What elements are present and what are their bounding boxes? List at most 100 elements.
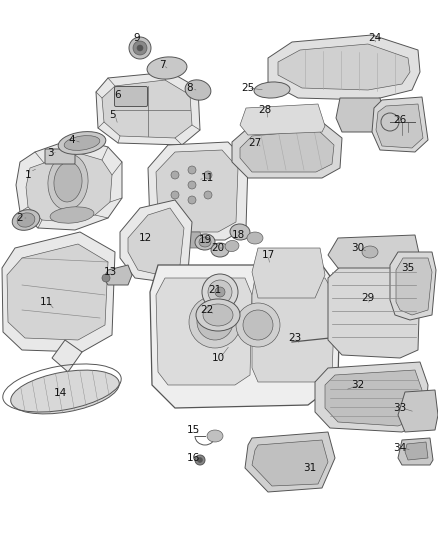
Circle shape (171, 191, 179, 199)
Text: 19: 19 (198, 235, 212, 245)
Circle shape (188, 166, 196, 174)
Text: 20: 20 (212, 243, 225, 253)
Text: 11: 11 (39, 297, 53, 307)
Text: 25: 25 (241, 83, 254, 93)
Ellipse shape (199, 237, 211, 247)
Circle shape (243, 310, 273, 340)
Circle shape (171, 171, 179, 179)
Polygon shape (336, 98, 385, 132)
Text: 7: 7 (159, 60, 165, 70)
Polygon shape (16, 138, 122, 230)
Polygon shape (328, 235, 420, 268)
Polygon shape (398, 438, 433, 465)
Text: 21: 21 (208, 285, 222, 295)
Text: 26: 26 (393, 115, 406, 125)
Polygon shape (7, 244, 108, 340)
Polygon shape (315, 362, 428, 432)
Circle shape (197, 304, 233, 340)
Ellipse shape (225, 240, 239, 252)
Circle shape (236, 303, 280, 347)
Polygon shape (390, 252, 436, 320)
Ellipse shape (58, 132, 106, 155)
Polygon shape (252, 278, 335, 382)
Text: 10: 10 (212, 353, 225, 363)
Ellipse shape (48, 154, 88, 210)
Polygon shape (405, 442, 428, 460)
Text: 23: 23 (288, 333, 302, 343)
Ellipse shape (207, 430, 223, 442)
Text: 13: 13 (103, 267, 117, 277)
Ellipse shape (195, 234, 215, 250)
Polygon shape (104, 265, 132, 285)
Circle shape (204, 171, 212, 179)
Text: 27: 27 (248, 138, 261, 148)
Text: 18: 18 (231, 230, 245, 240)
Text: 5: 5 (110, 110, 117, 120)
Ellipse shape (230, 224, 250, 240)
Ellipse shape (185, 80, 211, 100)
Circle shape (195, 455, 205, 465)
Polygon shape (183, 232, 202, 248)
Polygon shape (52, 340, 82, 372)
Circle shape (189, 296, 241, 348)
Ellipse shape (254, 82, 290, 98)
Polygon shape (396, 258, 432, 315)
Polygon shape (398, 390, 438, 432)
Circle shape (215, 287, 225, 297)
Ellipse shape (147, 57, 187, 79)
Text: 8: 8 (187, 83, 193, 93)
Text: 31: 31 (304, 463, 317, 473)
Polygon shape (325, 370, 422, 426)
Ellipse shape (362, 246, 378, 258)
Text: 4: 4 (69, 135, 75, 145)
Polygon shape (102, 80, 192, 138)
Text: 2: 2 (17, 213, 23, 223)
Polygon shape (252, 248, 325, 298)
Text: 6: 6 (115, 90, 121, 100)
Text: 35: 35 (401, 263, 415, 273)
Ellipse shape (12, 209, 40, 230)
Ellipse shape (11, 370, 119, 414)
Text: 14: 14 (53, 388, 67, 398)
Ellipse shape (17, 213, 35, 227)
Polygon shape (150, 265, 340, 408)
Ellipse shape (247, 232, 263, 244)
Text: 30: 30 (351, 243, 364, 253)
Polygon shape (2, 232, 115, 352)
Polygon shape (156, 278, 252, 385)
Text: 1: 1 (25, 170, 31, 180)
Polygon shape (328, 262, 420, 358)
Polygon shape (278, 44, 410, 90)
Polygon shape (240, 130, 334, 172)
Polygon shape (376, 104, 423, 148)
Circle shape (137, 45, 143, 51)
Text: 12: 12 (138, 233, 152, 243)
Circle shape (188, 181, 196, 189)
Polygon shape (120, 200, 192, 282)
FancyBboxPatch shape (114, 86, 148, 107)
Polygon shape (252, 440, 328, 486)
FancyBboxPatch shape (45, 149, 75, 164)
Text: 11: 11 (200, 173, 214, 183)
Ellipse shape (203, 304, 233, 326)
Text: 16: 16 (187, 453, 200, 463)
Circle shape (102, 274, 110, 282)
Ellipse shape (64, 135, 100, 150)
Circle shape (202, 274, 238, 310)
Text: 28: 28 (258, 105, 272, 115)
Text: 3: 3 (47, 148, 53, 158)
Circle shape (188, 196, 196, 204)
Polygon shape (156, 150, 238, 232)
Text: 34: 34 (393, 443, 406, 453)
Ellipse shape (196, 299, 240, 331)
Circle shape (204, 191, 212, 199)
Text: 29: 29 (361, 293, 374, 303)
Text: 22: 22 (200, 305, 214, 315)
Circle shape (198, 457, 202, 463)
Circle shape (129, 37, 151, 59)
Circle shape (208, 280, 232, 304)
Text: 9: 9 (134, 33, 140, 43)
Polygon shape (240, 104, 325, 135)
Text: 24: 24 (368, 33, 381, 43)
Circle shape (133, 41, 147, 55)
